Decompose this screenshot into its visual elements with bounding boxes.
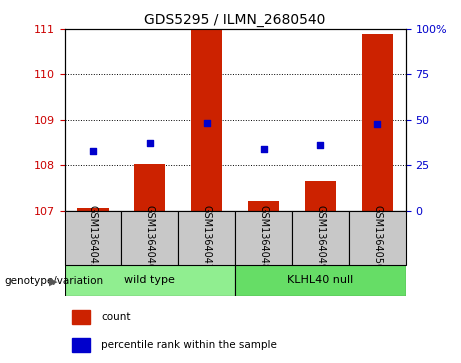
Text: GSM1364050: GSM1364050 bbox=[372, 205, 382, 270]
Bar bbox=[121, 211, 178, 265]
Bar bbox=[178, 211, 235, 265]
Bar bbox=[72, 338, 90, 351]
Bar bbox=[235, 211, 292, 265]
Text: count: count bbox=[101, 311, 131, 322]
Text: GSM1364047: GSM1364047 bbox=[201, 205, 212, 270]
Text: percentile rank within the sample: percentile rank within the sample bbox=[101, 339, 278, 350]
Point bbox=[373, 121, 381, 127]
Text: GSM1364048: GSM1364048 bbox=[259, 205, 269, 270]
Point bbox=[260, 146, 267, 152]
Bar bbox=[65, 211, 121, 265]
Text: GSM1364045: GSM1364045 bbox=[88, 205, 98, 270]
Title: GDS5295 / ILMN_2680540: GDS5295 / ILMN_2680540 bbox=[144, 13, 326, 26]
Text: ▶: ▶ bbox=[49, 276, 58, 286]
Bar bbox=[349, 211, 406, 265]
Bar bbox=[361, 34, 393, 211]
Bar bbox=[77, 208, 109, 211]
Text: KLHL40 null: KLHL40 null bbox=[287, 276, 354, 285]
Bar bbox=[305, 181, 336, 211]
Bar bbox=[134, 164, 165, 211]
Bar bbox=[72, 310, 90, 324]
Text: wild type: wild type bbox=[124, 276, 175, 285]
Bar bbox=[292, 211, 349, 265]
Point bbox=[203, 119, 210, 125]
Point bbox=[146, 140, 154, 146]
Bar bbox=[191, 29, 222, 211]
Bar bbox=[65, 265, 235, 296]
Bar bbox=[248, 200, 279, 211]
Text: GSM1364049: GSM1364049 bbox=[315, 205, 325, 270]
Bar bbox=[235, 265, 406, 296]
Point bbox=[89, 148, 97, 154]
Text: GSM1364046: GSM1364046 bbox=[145, 205, 155, 270]
Point bbox=[317, 142, 324, 148]
Text: genotype/variation: genotype/variation bbox=[5, 276, 104, 286]
